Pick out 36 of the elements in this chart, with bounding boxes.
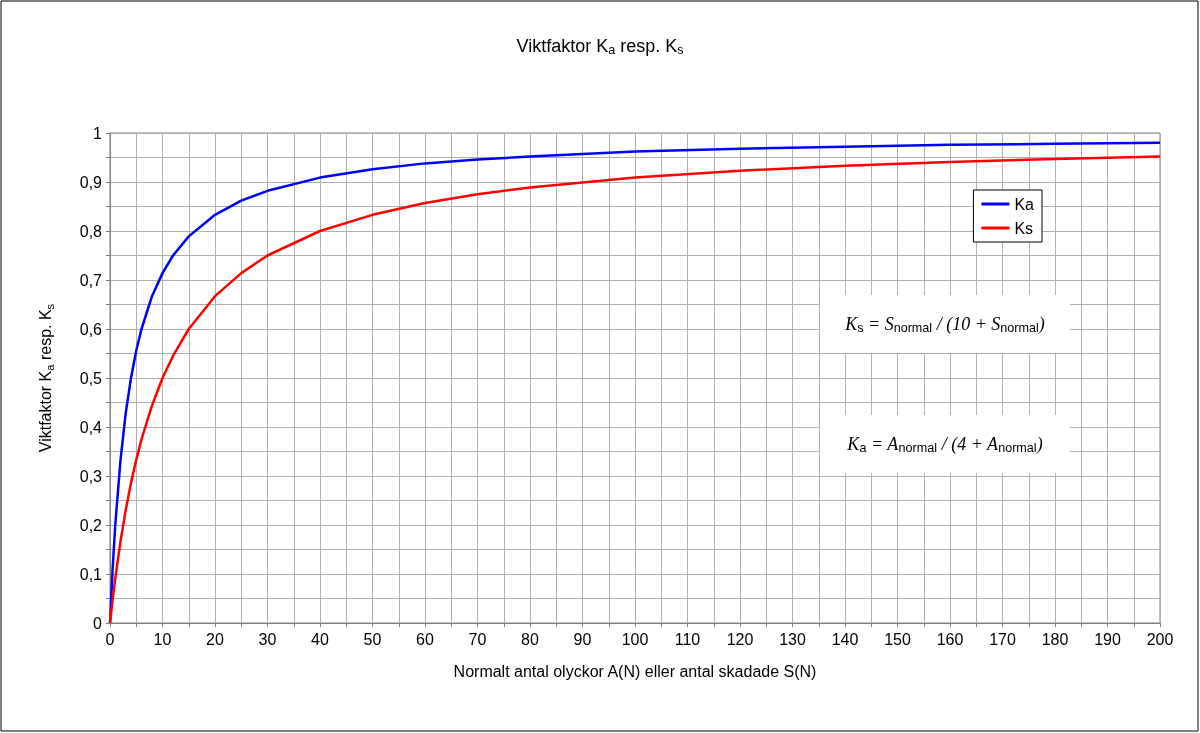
y-tick-label: 0,5 [79, 369, 103, 387]
y-tick-label: 0,3 [79, 467, 103, 485]
x-tick-label: 100 [621, 630, 649, 648]
y-tick-label: 0,7 [79, 271, 103, 289]
x-tick-label: 160 [936, 630, 964, 648]
x-tick-label: 20 [206, 630, 224, 648]
x-tick-label: 130 [779, 630, 806, 648]
x-tick-label: 200 [1146, 630, 1174, 648]
x-tick-label: 180 [1041, 630, 1069, 648]
y-tick-label: 0,8 [79, 222, 103, 240]
x-tick-label: 110 [674, 630, 701, 648]
y-tick-label: 0,1 [79, 565, 103, 583]
x-tick-label: 140 [831, 630, 859, 648]
x-tick-label: 50 [363, 630, 382, 648]
y-tick-label: 0,9 [79, 173, 103, 191]
y-tick-label: 1 [93, 124, 103, 142]
y-tick-label: 0,6 [79, 320, 103, 338]
x-tick-label: 150 [884, 630, 911, 648]
x-tick-label: 0 [105, 630, 115, 648]
x-tick-label: 70 [468, 630, 487, 648]
legend-label: Ks [1014, 219, 1034, 237]
x-tick-label: 120 [726, 630, 754, 648]
y-axis-title: Viktfaktor Ka resp. Ks [37, 303, 56, 453]
legend-label: Ka [1014, 195, 1035, 213]
x-tick-label: 40 [311, 630, 329, 648]
y-tick-label: 0 [93, 614, 103, 632]
x-tick-label: 80 [521, 630, 539, 648]
x-tick-label: 10 [153, 630, 172, 648]
y-tick-label: 0,2 [79, 516, 103, 534]
x-tick-label: 170 [989, 630, 1016, 648]
x-tick-label: 90 [573, 630, 592, 648]
y-tick-label: 0,4 [79, 418, 103, 436]
x-tick-label: 60 [416, 630, 434, 648]
x-tick-label: 190 [1094, 630, 1121, 648]
x-tick-label: 30 [258, 630, 277, 648]
x-axis-title: Normalt antal olyckor A(N) eller antal skadade S(N) [453, 662, 817, 680]
